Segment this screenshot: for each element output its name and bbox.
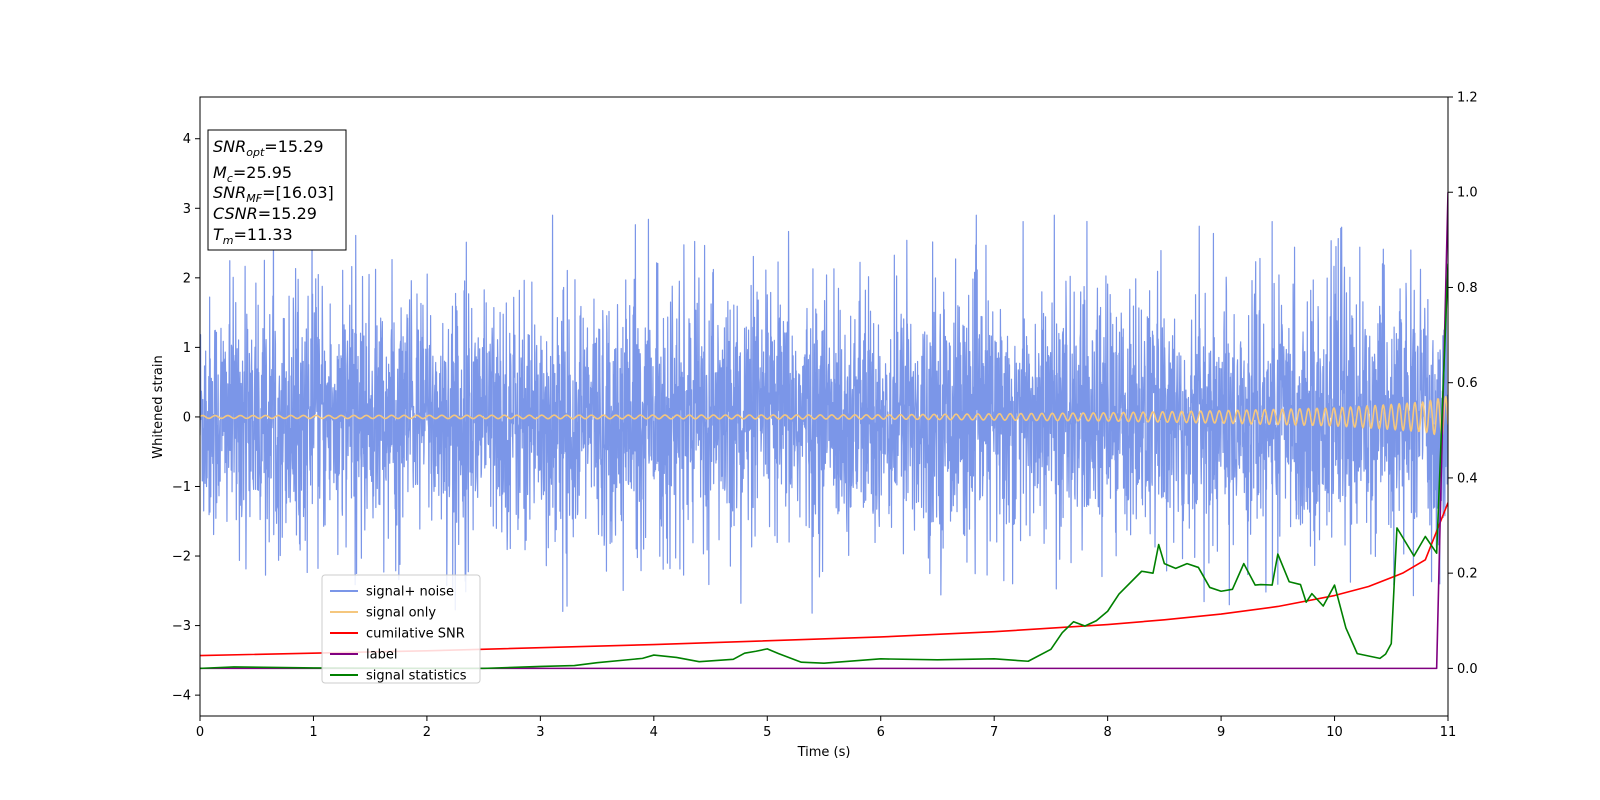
legend-label: signal+ noise: [366, 585, 454, 600]
y2-tick-label: 0.2: [1457, 567, 1478, 582]
legend: signal+ noise signal only cumilative SNR la…: [321, 574, 481, 684]
legend-label: signal only: [366, 606, 436, 621]
plot-content: [200, 192, 1448, 670]
y2-tick-label: 1.0: [1457, 186, 1478, 201]
series-signal-only: [200, 395, 1448, 438]
x-axis: 0 1 2 3 4 5 6 7 8 9 10 11: [196, 716, 1456, 740]
series-signal-statistics: [200, 263, 1448, 670]
y2-tick-label: 0.6: [1457, 376, 1478, 391]
series-signal-noise: [200, 214, 1448, 614]
y-tick-label: 1: [183, 341, 191, 356]
x-tick-label: 4: [650, 725, 658, 740]
y-tick-label: 3: [183, 202, 191, 217]
x-tick-label: 1: [309, 725, 317, 740]
series-cumilative-snr: [200, 502, 1448, 657]
legend-label: label: [366, 648, 397, 663]
info-mc: Mc=25.95: [213, 163, 292, 185]
y2-tick-label: 0.0: [1457, 662, 1478, 677]
x-tick-label: 5: [763, 725, 771, 740]
x-tick-label: 2: [423, 725, 431, 740]
x-tick-label: 6: [877, 725, 885, 740]
info-tm: Tm=11.33: [213, 225, 293, 247]
y-tick-label: −2: [172, 550, 191, 565]
x-tick-label: 11: [1440, 725, 1457, 740]
y-tick-label: 2: [183, 271, 191, 286]
x-tick-label: 9: [1217, 725, 1225, 740]
y-tick-label: −4: [172, 689, 191, 704]
x-tick-label: 0: [196, 725, 204, 740]
legend-label: cumilative SNR: [366, 627, 465, 642]
plot-frame: [199, 96, 1449, 717]
info-csnr: CSNR=15.29: [213, 204, 317, 223]
y-axis-left: −4 −3 −2 −1 0 1 2 3 4: [172, 132, 200, 704]
info-snr-opt: SNRopt=15.29: [213, 137, 324, 159]
y-axis-right: 0.0 0.2 0.4 0.6 0.8 1.0 1.2: [1448, 91, 1478, 677]
info-snr-mf: SNRMF=[16.03]: [213, 183, 334, 205]
info-box: SNRopt=15.29 Mc=25.95 SNRMF=[16.03] CSNR…: [207, 129, 347, 251]
x-tick-label: 3: [536, 725, 544, 740]
y2-tick-label: 1.2: [1457, 91, 1478, 106]
x-tick-label: 7: [990, 725, 998, 740]
x-axis-label: Time (s): [797, 745, 851, 760]
y-tick-label: 0: [183, 410, 191, 425]
y2-tick-label: 0.8: [1457, 281, 1478, 296]
x-tick-label: 10: [1326, 725, 1343, 740]
y-tick-label: −1: [172, 480, 191, 495]
y2-tick-label: 0.4: [1457, 471, 1478, 486]
x-tick-label: 8: [1103, 725, 1111, 740]
y-tick-label: 4: [183, 132, 191, 147]
y-axis-label: Whitened strain: [151, 355, 166, 458]
legend-label: signal statistics: [366, 669, 467, 684]
y-tick-label: −3: [172, 619, 191, 634]
